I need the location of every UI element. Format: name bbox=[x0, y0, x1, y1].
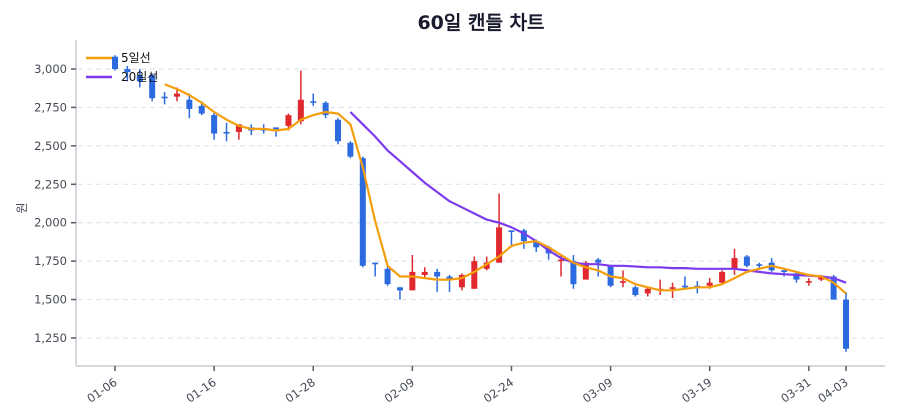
candle bbox=[112, 55, 118, 71]
candle bbox=[310, 93, 317, 106]
y-tick-label: 2,250 bbox=[34, 177, 67, 191]
x-tick-label: 03-09 bbox=[580, 375, 615, 406]
candle bbox=[161, 92, 168, 105]
x-tick-label: 01-16 bbox=[183, 375, 218, 406]
candle bbox=[186, 93, 193, 119]
x-tick-label: 01-06 bbox=[84, 375, 119, 406]
x-tick-label: 01-28 bbox=[283, 375, 318, 406]
legend-ma20-label: 20일선 bbox=[121, 70, 158, 84]
x-tick-label: 02-24 bbox=[481, 375, 516, 406]
candle bbox=[273, 127, 280, 137]
candle bbox=[595, 258, 602, 277]
candle bbox=[719, 270, 726, 285]
x-tick-label: 04-03 bbox=[815, 375, 850, 406]
candle bbox=[347, 141, 354, 159]
y-axis: 1,250 1,500 1,750 2,000 2,250 2,500 2,750 3,000 bbox=[34, 40, 77, 366]
candles bbox=[112, 55, 849, 352]
candle bbox=[508, 230, 515, 248]
x-tick-label: 02-09 bbox=[382, 375, 417, 406]
legend-ma5-label: 5일선 bbox=[121, 51, 151, 65]
candle bbox=[372, 262, 379, 277]
candle bbox=[384, 265, 391, 286]
candle bbox=[136, 69, 143, 88]
candle bbox=[496, 193, 503, 263]
candle bbox=[681, 276, 688, 289]
candle bbox=[520, 228, 527, 249]
candle bbox=[657, 279, 664, 295]
candle bbox=[421, 267, 428, 279]
candle bbox=[458, 273, 465, 291]
candle bbox=[644, 287, 651, 297]
candle bbox=[223, 122, 230, 142]
candle bbox=[322, 101, 329, 119]
y-tick-label: 1,500 bbox=[34, 293, 67, 307]
y-tick-label: 3,000 bbox=[34, 62, 67, 76]
y-tick-label: 2,500 bbox=[34, 139, 67, 153]
candle bbox=[570, 254, 577, 289]
candle bbox=[335, 118, 342, 145]
candle bbox=[359, 156, 366, 268]
legend: 5일선 20일선 bbox=[86, 51, 158, 84]
candle bbox=[149, 73, 156, 102]
x-axis: 01-06 01-16 01-28 02-09 02-24 03-09 03-19 03-31… bbox=[76, 365, 885, 406]
candle bbox=[843, 291, 849, 352]
candle bbox=[297, 70, 304, 125]
x-tick-label: 03-31 bbox=[778, 375, 813, 406]
candle bbox=[632, 285, 639, 297]
candle bbox=[124, 65, 131, 82]
candle bbox=[805, 278, 812, 286]
candle bbox=[396, 287, 403, 300]
candle bbox=[793, 271, 800, 283]
chart-title: 60일 캔들 차트 bbox=[417, 12, 544, 34]
y-axis-label: 원 bbox=[15, 202, 29, 213]
candle bbox=[731, 248, 738, 275]
x-tick-label: 03-19 bbox=[679, 375, 714, 406]
ma20-line bbox=[349, 111, 847, 284]
candle bbox=[743, 254, 750, 268]
candle bbox=[211, 112, 218, 140]
ma5-line bbox=[164, 83, 847, 295]
y-tick-label: 2,750 bbox=[34, 100, 67, 114]
candle bbox=[409, 254, 416, 291]
y-tick-label: 1,250 bbox=[34, 331, 67, 345]
y-tick-label: 1,750 bbox=[34, 254, 67, 268]
y-tick-label: 2,000 bbox=[34, 216, 67, 230]
candle bbox=[446, 274, 453, 292]
